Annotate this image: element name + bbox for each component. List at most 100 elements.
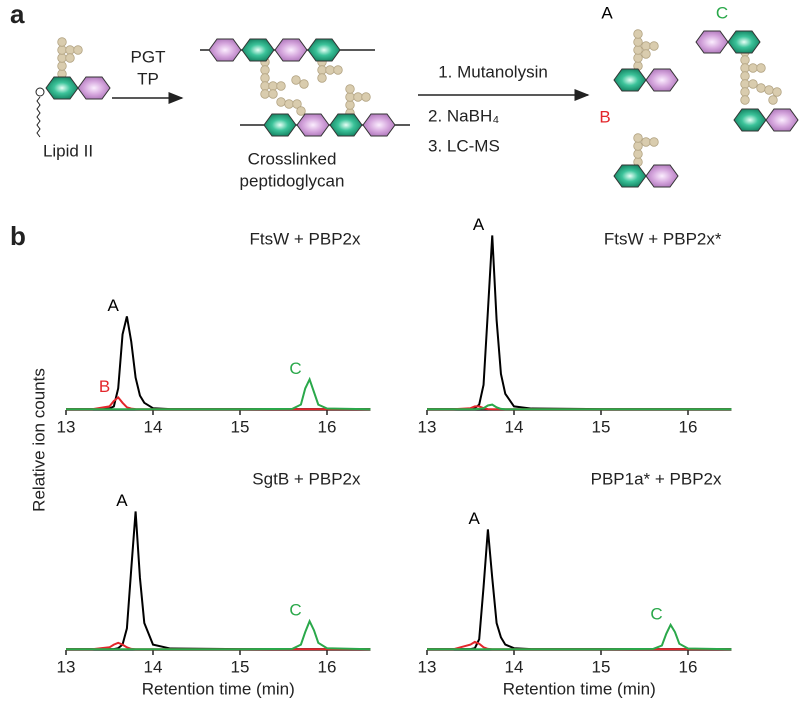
peak-label: A [473, 215, 485, 234]
amino-acid [325, 65, 335, 75]
peak-label: A [116, 491, 128, 510]
x-tick-label: 13 [418, 657, 437, 676]
peak-label: C [650, 604, 662, 623]
amino-acid [268, 81, 278, 91]
lipid-label: Lipid II [43, 141, 93, 160]
x-tick-label: 16 [318, 657, 337, 676]
x-tick-label: 13 [418, 417, 437, 436]
step: 3. LC-MS [428, 136, 500, 155]
amino-acid [740, 95, 750, 105]
fragment-label: B [599, 107, 610, 126]
sugar [241, 38, 275, 62]
amino-acid [649, 137, 659, 147]
amino-acid [291, 75, 301, 85]
x-tick-label: 15 [231, 417, 250, 436]
peak-label: A [108, 296, 120, 315]
amino-acid [353, 92, 363, 102]
chart-title: FtsW + PBP2x [250, 229, 361, 248]
chart-title: FtsW + PBP2x* [604, 229, 722, 248]
amino-acid [299, 79, 309, 89]
trace [427, 403, 732, 411]
amino-acid [756, 83, 766, 93]
amino-acid [740, 79, 750, 89]
amino-acid [748, 79, 758, 89]
step: 2. NaBH₄ [428, 106, 499, 125]
lipid-tail [36, 96, 41, 138]
sugar [613, 164, 647, 188]
x-tick-label: 14 [144, 657, 163, 676]
peak-label: C [289, 601, 301, 620]
amino-acid [633, 149, 643, 159]
x-tick-label: 14 [144, 417, 163, 436]
amino-acid [740, 63, 750, 73]
sugar [45, 76, 79, 100]
x-tick-label: 16 [318, 417, 337, 436]
x-tick-label: 16 [679, 657, 698, 676]
amino-acid [633, 37, 643, 47]
amino-acid [276, 81, 286, 91]
peak-label: B [99, 377, 110, 396]
sugar [296, 113, 330, 137]
amino-acid [57, 61, 67, 71]
peak-label: A [469, 509, 481, 528]
amino-acid [284, 99, 294, 109]
sugar [362, 113, 396, 137]
x-tick-label: 16 [679, 417, 698, 436]
amino-acid [756, 63, 766, 73]
trace [66, 376, 371, 411]
x-tick-label: 13 [57, 417, 76, 436]
amino-acid [260, 81, 270, 91]
amino-acid [333, 65, 343, 75]
amino-acid [345, 100, 355, 110]
amino-acid [748, 63, 758, 73]
amino-acid [633, 133, 643, 143]
sugar [765, 108, 799, 132]
panel-label: b [10, 221, 26, 251]
amino-acid [292, 99, 302, 109]
amino-acid [260, 89, 270, 99]
amino-acid [768, 95, 778, 105]
amino-acid [764, 85, 774, 95]
panel-label: a [10, 0, 25, 29]
amino-acid [633, 45, 643, 55]
sugar [208, 38, 242, 62]
amino-acid [65, 53, 75, 63]
x-axis-label: Retention time (min) [142, 679, 295, 698]
chart-title: SgtB + PBP2x [252, 469, 361, 488]
chart-title: PBP1a* + PBP2x [591, 469, 722, 488]
amino-acid [317, 65, 327, 75]
amino-acid [641, 49, 651, 59]
amino-acid [345, 92, 355, 102]
step: 1. Mutanolysin [438, 62, 548, 81]
amino-acid [57, 45, 67, 55]
sugar [77, 76, 111, 100]
x-tick-label: 14 [505, 657, 524, 676]
amino-acid [740, 55, 750, 65]
amino-acid [649, 41, 659, 51]
enzyme: TP [137, 69, 159, 88]
sugar [645, 164, 679, 188]
trace [427, 529, 732, 651]
amino-acid [740, 71, 750, 81]
sugar [613, 68, 647, 92]
sugar [727, 30, 761, 54]
amino-acid [260, 73, 270, 83]
x-tick-label: 14 [505, 417, 524, 436]
amino-acid [317, 73, 327, 83]
amino-acid [57, 53, 67, 63]
x-tick-label: 15 [592, 657, 611, 676]
x-tick-label: 15 [592, 417, 611, 436]
sugar [733, 108, 767, 132]
product-label: Crosslinked [248, 149, 337, 168]
amino-acid [57, 37, 67, 47]
enzyme: PGT [131, 47, 166, 66]
amino-acid [296, 106, 306, 116]
product-label: peptidoglycan [240, 171, 345, 190]
amino-acid [772, 87, 782, 97]
y-axis-label: Relative ion counts [29, 368, 48, 512]
trace [427, 622, 732, 651]
sugar [263, 113, 297, 137]
sugar [645, 68, 679, 92]
amino-acid [641, 41, 651, 51]
